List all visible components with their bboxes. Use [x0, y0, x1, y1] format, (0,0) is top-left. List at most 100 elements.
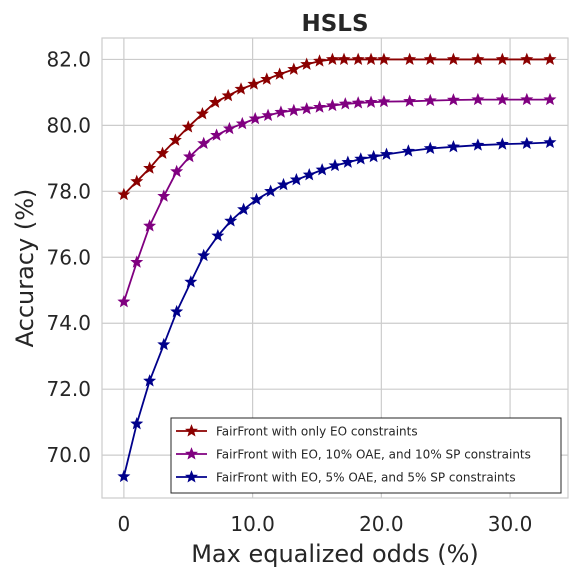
- data-point: [117, 294, 131, 308]
- chart-title: HSLS: [301, 11, 368, 37]
- data-point: [208, 95, 222, 108]
- data-point: [130, 255, 144, 268]
- y-tick-label: 76.0: [46, 245, 91, 269]
- data-point: [315, 163, 329, 176]
- data-point: [157, 337, 171, 351]
- data-point: [130, 416, 144, 430]
- data-point: [338, 97, 352, 110]
- data-point: [237, 202, 251, 215]
- data-point: [235, 116, 249, 130]
- data-point: [325, 98, 339, 112]
- data-point: [351, 96, 365, 109]
- data-point: [446, 140, 460, 153]
- data-point: [117, 469, 131, 483]
- legend-marker: [185, 447, 198, 460]
- data-point: [543, 52, 557, 65]
- legend-marker: [185, 470, 198, 483]
- data-point: [300, 102, 314, 115]
- x-tick-label: 30.0: [488, 512, 533, 536]
- data-point: [337, 52, 351, 65]
- x-axis-title: Max equalized odds (%): [191, 540, 479, 568]
- data-point: [328, 158, 342, 172]
- y-axis-ticks: 70.0 72.0 74.0 76.0 78.0 80.0 82.0: [46, 47, 91, 467]
- series-line: [123, 58, 550, 196]
- data-point: [287, 103, 301, 117]
- series-line: [123, 141, 551, 477]
- data-point: [471, 92, 485, 106]
- y-tick-label: 74.0: [46, 311, 91, 335]
- y-tick-label: 78.0: [46, 179, 91, 203]
- legend-label: FairFront with EO, 5% OAE, and 5% SP con…: [216, 471, 516, 485]
- data-point: [264, 184, 278, 197]
- data-point: [446, 52, 460, 65]
- data-point: [351, 52, 365, 65]
- data-point: [197, 248, 211, 262]
- x-axis-ticks: 0 10.0 20.0 30.0: [118, 512, 533, 536]
- data-point: [143, 161, 157, 174]
- data-point: [289, 172, 303, 186]
- data-point: [403, 52, 417, 65]
- data-point: [354, 152, 368, 165]
- data-point: [520, 136, 534, 150]
- data-point: [446, 93, 460, 106]
- data-point: [313, 54, 327, 67]
- data-point: [471, 138, 485, 151]
- data-point: [273, 67, 287, 80]
- data-point: [195, 107, 209, 120]
- data-point: [401, 144, 415, 157]
- series-3: [117, 135, 557, 483]
- data-point: [157, 189, 171, 202]
- data-point: [170, 304, 184, 318]
- data-point: [325, 52, 339, 65]
- data-point: [302, 168, 316, 181]
- x-tick-label: 20.0: [359, 512, 404, 536]
- y-tick-label: 82.0: [46, 47, 91, 71]
- data-point: [423, 93, 437, 107]
- data-point: [471, 52, 485, 65]
- x-tick-label: 0: [118, 512, 131, 536]
- data-point: [224, 214, 238, 227]
- data-point: [543, 135, 557, 149]
- legend-box: [170, 417, 562, 494]
- data-point: [341, 155, 355, 168]
- data-point: [287, 62, 301, 75]
- data-point: [377, 94, 391, 108]
- data-point: [260, 72, 274, 85]
- data-point: [274, 105, 288, 118]
- data-point: [249, 192, 263, 206]
- data-point: [495, 137, 509, 150]
- data-point: [261, 108, 275, 122]
- data-point: [170, 164, 184, 178]
- series-group: [117, 52, 557, 483]
- data-point: [380, 147, 393, 160]
- data-point: [130, 174, 144, 187]
- data-point: [156, 146, 169, 159]
- data-point: [377, 52, 391, 65]
- grid: [102, 38, 568, 498]
- data-point: [210, 128, 224, 141]
- data-point: [222, 121, 236, 135]
- y-tick-label: 72.0: [46, 377, 91, 401]
- data-point: [247, 77, 261, 90]
- y-tick-label: 70.0: [46, 443, 91, 467]
- data-point: [197, 136, 211, 150]
- data-point: [520, 92, 534, 106]
- data-point: [277, 177, 290, 191]
- data-point: [300, 57, 314, 70]
- data-point: [520, 52, 534, 65]
- y-axis-title: Accuracy (%): [11, 189, 39, 348]
- data-point: [211, 229, 225, 242]
- data-point: [364, 52, 378, 65]
- data-point: [423, 52, 437, 65]
- data-point: [313, 100, 327, 113]
- y-tick-label: 80.0: [46, 113, 91, 137]
- legend: FairFront with only EO constraints FairFr…: [170, 417, 562, 494]
- data-point: [184, 275, 198, 288]
- data-point: [117, 187, 131, 201]
- data-point: [364, 95, 378, 108]
- data-point: [183, 149, 197, 163]
- x-tick-label: 10.0: [230, 512, 275, 536]
- data-point: [423, 141, 437, 154]
